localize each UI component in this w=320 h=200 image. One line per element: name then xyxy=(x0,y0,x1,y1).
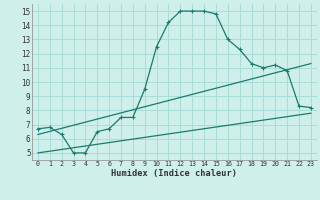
X-axis label: Humidex (Indice chaleur): Humidex (Indice chaleur) xyxy=(111,169,237,178)
